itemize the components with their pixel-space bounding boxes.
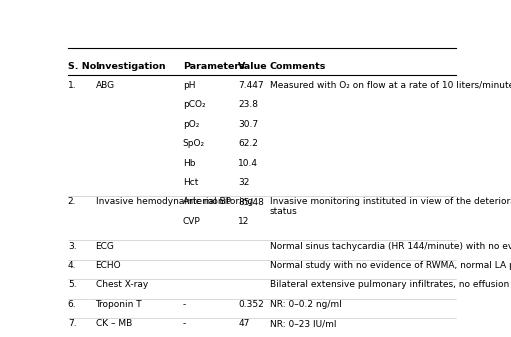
Text: Measured with O₂ on flow at a rate of 10 liters/minute through nasal prongs: Measured with O₂ on flow at a rate of 10… bbox=[270, 81, 511, 90]
Text: pH: pH bbox=[183, 81, 195, 90]
Text: 32: 32 bbox=[238, 178, 249, 187]
Text: ECHO: ECHO bbox=[96, 261, 121, 270]
Text: 7.: 7. bbox=[68, 319, 77, 328]
Text: 62.2: 62.2 bbox=[238, 139, 258, 148]
Text: Investigation: Investigation bbox=[96, 62, 166, 71]
Text: Troponin T: Troponin T bbox=[96, 300, 142, 309]
Text: CVP: CVP bbox=[183, 217, 200, 226]
Text: CK – MB: CK – MB bbox=[96, 319, 132, 328]
Text: Hct: Hct bbox=[183, 178, 198, 187]
Text: ECG: ECG bbox=[96, 242, 114, 250]
Text: 7.447: 7.447 bbox=[238, 81, 264, 90]
Text: ABG: ABG bbox=[96, 81, 114, 90]
Text: 4.: 4. bbox=[68, 261, 76, 270]
Text: 12: 12 bbox=[238, 217, 249, 226]
Text: pCO₂: pCO₂ bbox=[183, 100, 205, 109]
Text: 10.4: 10.4 bbox=[238, 158, 258, 167]
Text: Bilateral extensive pulmonary infiltrates, no effusion: Bilateral extensive pulmonary infiltrate… bbox=[270, 280, 509, 289]
Text: 5.: 5. bbox=[68, 280, 77, 289]
Text: Comments: Comments bbox=[270, 62, 326, 71]
Text: 2.: 2. bbox=[68, 197, 76, 207]
Text: Normal sinus tachycardia (HR 144/minute) with no evidence of ischemic changes: Normal sinus tachycardia (HR 144/minute)… bbox=[270, 242, 511, 250]
Text: Invasive monitoring instituted in view of the deteriorating hemodynamic: Invasive monitoring instituted in view o… bbox=[270, 197, 511, 207]
Text: Value: Value bbox=[238, 62, 268, 71]
Text: SpO₂: SpO₂ bbox=[183, 139, 205, 148]
Text: 47: 47 bbox=[238, 319, 249, 328]
Text: Normal study with no evidence of RWMA, normal LA parameters, LVEF 55%: Normal study with no evidence of RWMA, n… bbox=[270, 261, 511, 270]
Text: Parameters: Parameters bbox=[183, 62, 244, 71]
Text: Invasive hemodynamic monitoring: Invasive hemodynamic monitoring bbox=[96, 197, 253, 207]
Text: Arterial BP: Arterial BP bbox=[183, 197, 230, 207]
Text: Chest X-ray: Chest X-ray bbox=[96, 280, 148, 289]
Text: -: - bbox=[183, 319, 186, 328]
Text: 3.: 3. bbox=[68, 242, 77, 250]
Text: NR: 0–23 IU/ml: NR: 0–23 IU/ml bbox=[270, 319, 336, 328]
Text: 0.352: 0.352 bbox=[238, 300, 264, 309]
Text: 23.8: 23.8 bbox=[238, 100, 258, 109]
Text: 6.: 6. bbox=[68, 300, 77, 309]
Text: S. No.: S. No. bbox=[68, 62, 100, 71]
Text: pO₂: pO₂ bbox=[183, 120, 199, 129]
Text: NR: 0–0.2 ng/ml: NR: 0–0.2 ng/ml bbox=[270, 300, 341, 309]
Text: 30.7: 30.7 bbox=[238, 120, 258, 129]
Text: -: - bbox=[183, 300, 186, 309]
Text: status: status bbox=[270, 207, 297, 216]
Text: 85/48: 85/48 bbox=[238, 197, 264, 207]
Text: 1.: 1. bbox=[68, 81, 77, 90]
Text: Hb: Hb bbox=[183, 158, 195, 167]
